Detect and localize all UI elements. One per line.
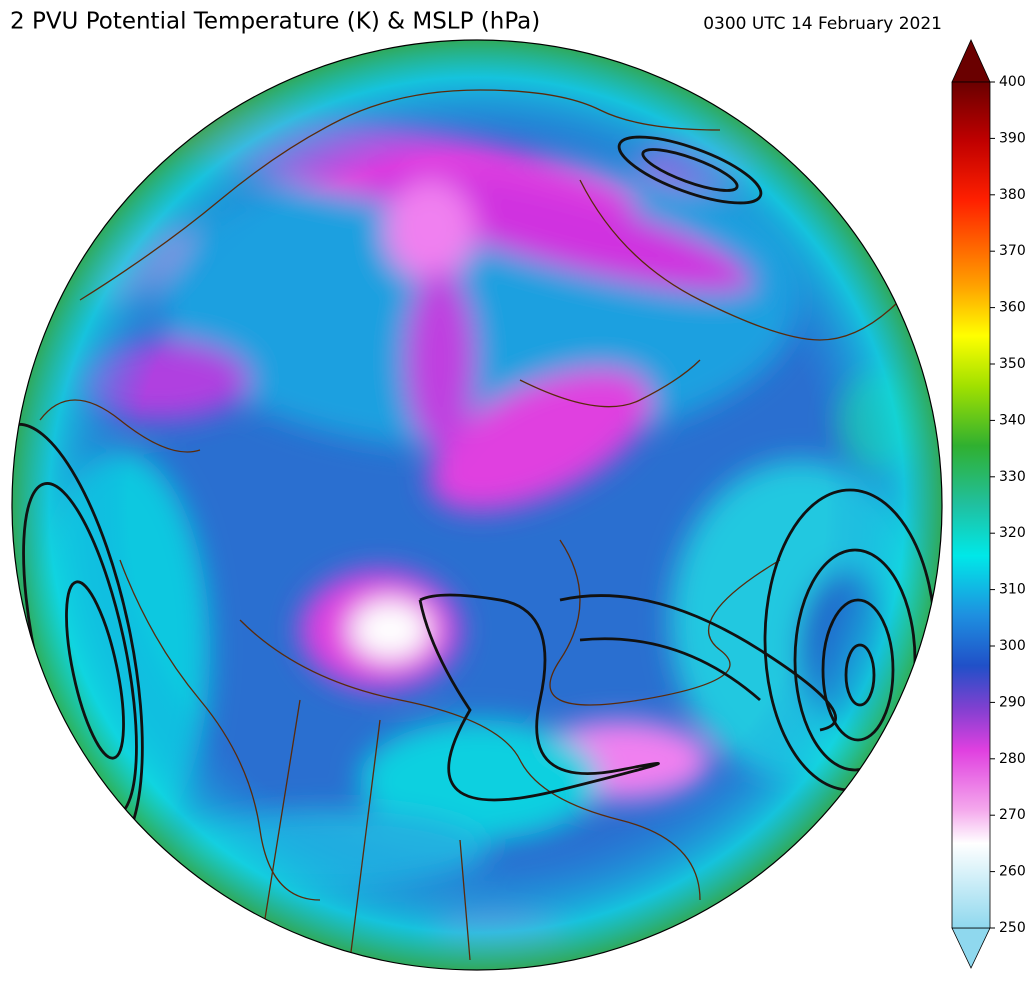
colorbar-tick-label: 360 bbox=[999, 300, 1026, 316]
colorbar-tick-label: 290 bbox=[999, 694, 1026, 710]
colorbar-tick-label: 320 bbox=[999, 525, 1026, 541]
colorbar-tick-label: 340 bbox=[999, 412, 1026, 428]
colorbar-tick-label: 400 bbox=[999, 74, 1026, 90]
colorbar-tick-label: 380 bbox=[999, 187, 1026, 203]
colorbar-tick-label: 280 bbox=[999, 751, 1026, 767]
colorbar-tick-label: 310 bbox=[999, 582, 1026, 598]
timestamp: 0300 UTC 14 February 2021 bbox=[703, 14, 942, 34]
colorbar-tick-label: 350 bbox=[999, 356, 1026, 372]
colorbar-tick-label: 370 bbox=[999, 243, 1026, 259]
colorbar-tick-label: 250 bbox=[999, 920, 1026, 936]
colorbar-tick-label: 300 bbox=[999, 638, 1026, 654]
colorbar bbox=[951, 39, 991, 969]
colorbar-tick-label: 390 bbox=[999, 130, 1026, 146]
colorbar-tick-label: 270 bbox=[999, 807, 1026, 823]
colorbar-tick-label: 330 bbox=[999, 469, 1026, 485]
title: 2 PVU Potential Temperature (K) & MSLP (… bbox=[10, 9, 540, 35]
colorbar-tick-label: 260 bbox=[999, 864, 1026, 880]
map bbox=[12, 40, 942, 970]
globe-outline bbox=[11, 39, 943, 971]
